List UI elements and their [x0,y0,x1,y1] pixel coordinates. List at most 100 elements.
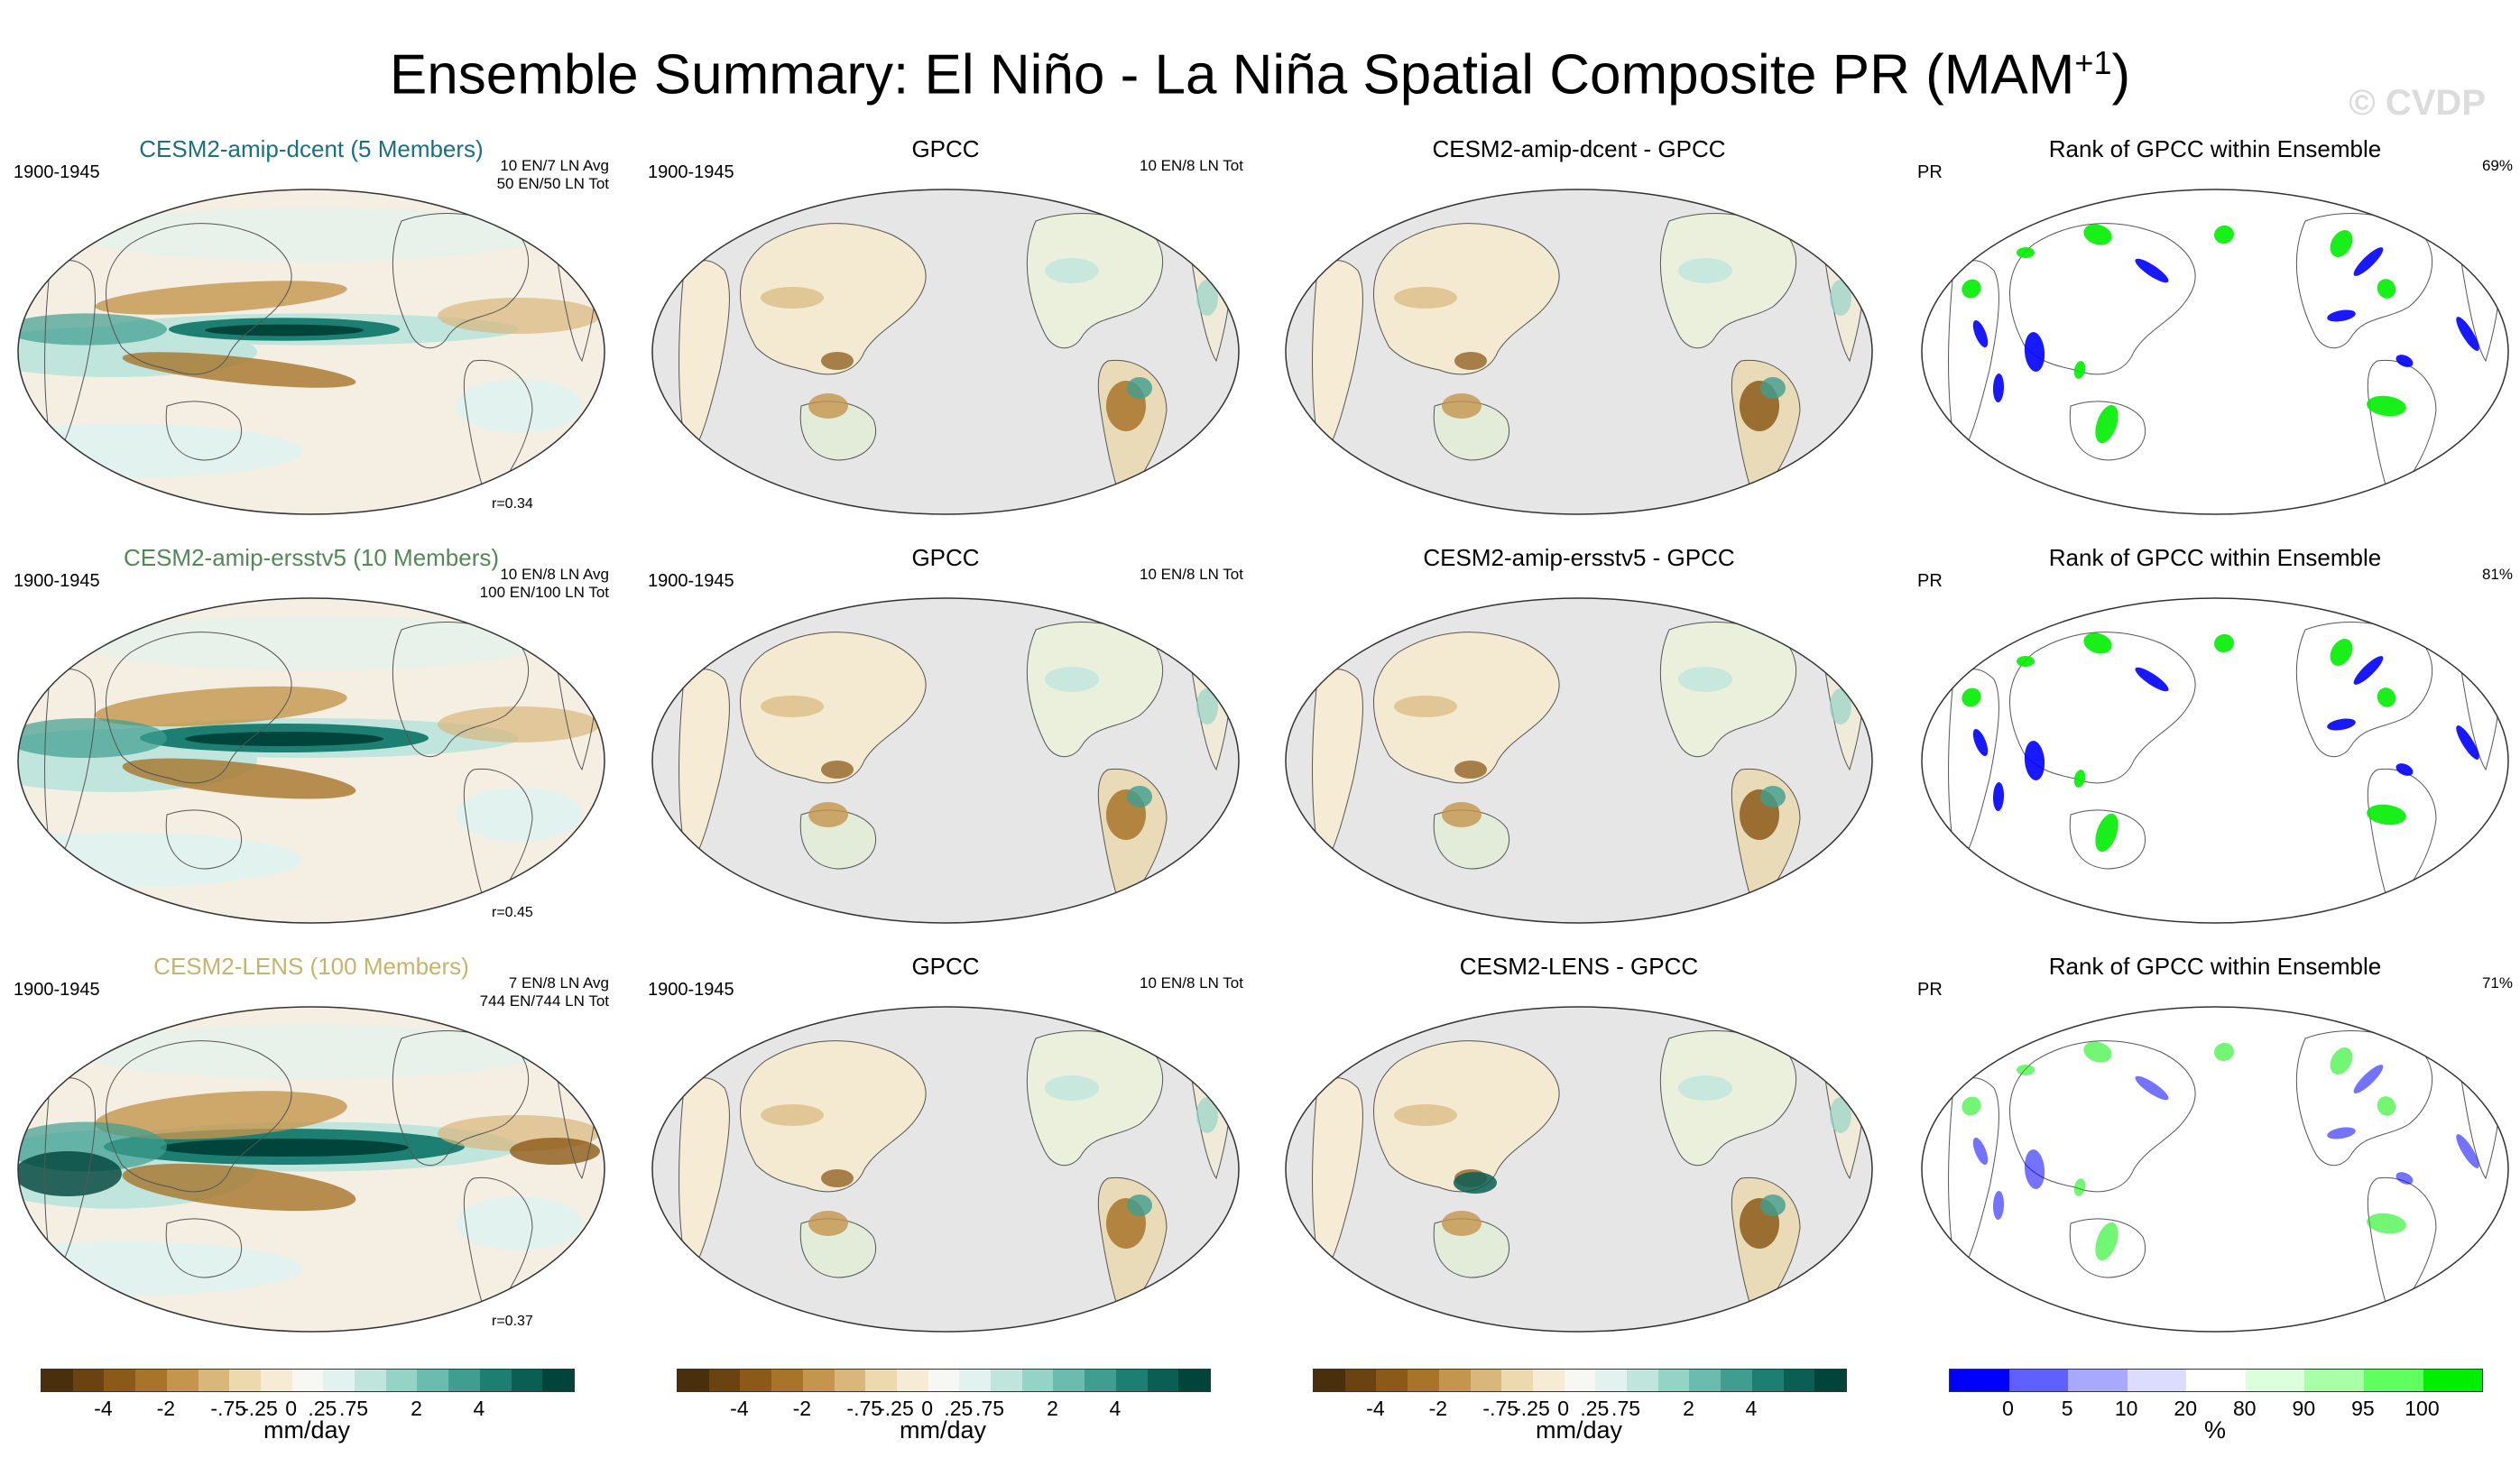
period-label: 1900-1945 [648,980,734,1000]
map-model [17,597,605,924]
colorbar-model-unit: mm/day [263,1416,351,1444]
pr-colorbar-swatch [1751,1370,1784,1391]
rank-colorbar-tick-label: 10 [2114,1397,2138,1420]
pr-colorbar-tick-label: .75 [339,1397,369,1420]
colorbar-obs-labels: -4 -2 -.75 -.25 0 .25.75 2 4 [677,1397,1209,1420]
rank-percent: 71% [2481,974,2513,992]
panel-title: CESM2-LENS - GPCC [1459,953,1699,980]
pr-colorbar-swatch [678,1370,709,1391]
pr-colorbar-tick-label: -.75 [1482,1397,1519,1420]
pr-colorbar-tick-label: .75 [975,1397,1005,1420]
pr-colorbar-swatch [448,1370,480,1391]
pr-colorbar-tick-label: 0 [921,1397,934,1420]
map-obs [651,597,1240,924]
pr-colorbar-swatch [511,1370,543,1391]
pr-colorbar-swatch [1721,1370,1752,1391]
map-model [17,1006,605,1333]
pr-colorbar-swatch [1470,1370,1502,1391]
panel-diff-row2: CESM2-amip-ersstv5 - GPCC [1281,544,1877,941]
map-field [652,598,1239,923]
pr-colorbar-swatch [1085,1370,1116,1391]
map-field [1922,189,2508,514]
pr-colorbar-swatch [135,1370,167,1391]
panel-rank-row1: Rank of GPCC within Ensemble PR 69% [1917,135,2513,532]
period-label: 1900-1945 [14,571,100,591]
map-obs [651,189,1240,515]
pr-colorbar-swatch [1376,1370,1408,1391]
map-field [1922,1007,2508,1332]
event-counts: 7 EN/8 LN Avg 744 EN/744 LN Tot [479,974,609,1010]
pr-colorbar-tick-label: 2 [1683,1397,1694,1420]
colorbar-rank-unit: % [2203,1416,2226,1444]
colorbar-model [41,1369,575,1392]
rank-colorbar-tick-label: 0 [2002,1397,2014,1420]
panel-title: Rank of GPCC within Ensemble [2048,953,2382,980]
pr-colorbar-swatch [1814,1370,1846,1391]
map-field [18,1007,605,1332]
pr-colorbar-swatch [1501,1370,1533,1391]
pr-colorbar-swatch [323,1370,355,1391]
pr-colorbar-tick-label: .75 [1611,1397,1641,1420]
pr-colorbar-swatch [1021,1370,1054,1391]
pr-colorbar-swatch [72,1370,105,1391]
map-diff [1285,597,1873,924]
pr-colorbar-swatch [479,1370,512,1391]
pr-colorbar-swatch [229,1370,261,1391]
pr-colorbar-swatch [1627,1370,1658,1391]
map-model [17,189,605,515]
rank-colorbar-swatch [2008,1370,2069,1391]
panel-title: GPCC [911,135,980,162]
watermark: © CVDP [2349,83,2486,123]
pr-colorbar-swatch [708,1370,741,1391]
pr-colorbar-swatch [1564,1370,1596,1391]
rank-percent: 81% [2481,566,2513,583]
rank-colorbar-tick-label: 5 [2061,1397,2073,1420]
event-counts: 10 EN/8 LN Tot [1140,974,1243,992]
period-label: 1900-1945 [14,980,100,1000]
panel-model-row2: CESM2-amip-ersstv5 (10 Members) 1900-1945… [14,544,609,941]
pr-colorbar-swatch [865,1370,897,1391]
pr-colorbar-swatch [1657,1370,1690,1391]
rank-colorbar-swatch [2068,1370,2128,1391]
pr-colorbar-tick-label: -2 [1428,1397,1448,1420]
pr-colorbar-tick-label: 4 [1109,1397,1122,1420]
map-obs [651,1006,1240,1333]
panel-model-row3: CESM2-LENS (100 Members) 1900-1945 7 EN/8 … [14,953,609,1350]
map-diff [1285,189,1873,515]
pattern-correlation: r=0.45 [492,905,533,920]
panel-title: Rank of GPCC within Ensemble [2048,135,2382,162]
pr-colorbar-tick-label: 0 [285,1397,298,1420]
period-label: 1900-1945 [648,571,734,591]
map-rank [1921,597,2509,924]
map-field [652,1007,1239,1332]
pr-colorbar-swatch [542,1370,574,1391]
pr-colorbar-swatch [1783,1370,1815,1391]
colorbar-obs-unit: mm/day [899,1416,987,1444]
panel-title: CESM2-amip-ersstv5 - GPCC [1423,544,1735,571]
event-counts: 10 EN/8 LN Tot [1140,566,1243,583]
pr-colorbar-swatch [928,1370,960,1391]
pr-colorbar-swatch [1115,1370,1148,1391]
pr-colorbar-tick-label: -.25 [242,1397,278,1420]
pr-colorbar-swatch [771,1370,803,1391]
pr-colorbar-swatch [1689,1370,1722,1391]
map-diff [1285,1006,1873,1333]
event-counts: 10 EN/8 LN Tot [1140,157,1243,174]
pr-colorbar-tick-label: .25 [944,1397,974,1420]
colorbar-diff-labels: -4 -2 -.75 -.25 0 .25.75 2 4 [1313,1397,1845,1420]
panel-obs-row2: GPCC 1900-1945 10 EN/8 LN Tot [648,544,1243,941]
colorbar-rank-labels: 0 5 10 20 80 90 95 100 [1949,1397,2481,1420]
panel-title: Rank of GPCC within Ensemble [2048,544,2382,571]
panel-title: CESM2-LENS (100 Members) [153,953,469,980]
panel-obs-row1: GPCC 1900-1945 10 EN/8 LN Tot [648,135,1243,532]
panel-rank-row2: Rank of GPCC within Ensemble PR 81% [1917,544,2513,941]
rank-colorbar-swatch [1950,1370,2009,1391]
pr-colorbar-swatch [740,1370,772,1391]
rank-percent: 69% [2481,157,2513,174]
rank-colorbar-tick-label: 20 [2174,1397,2198,1420]
pr-colorbar-swatch [1147,1370,1179,1391]
panel-obs-row3: GPCC 1900-1945 10 EN/8 LN Tot [648,953,1243,1350]
pr-colorbar-swatch [991,1370,1022,1391]
pr-colorbar-tick-label: 2 [1047,1397,1058,1420]
rank-colorbar-tick-label: 95 [2351,1397,2375,1420]
